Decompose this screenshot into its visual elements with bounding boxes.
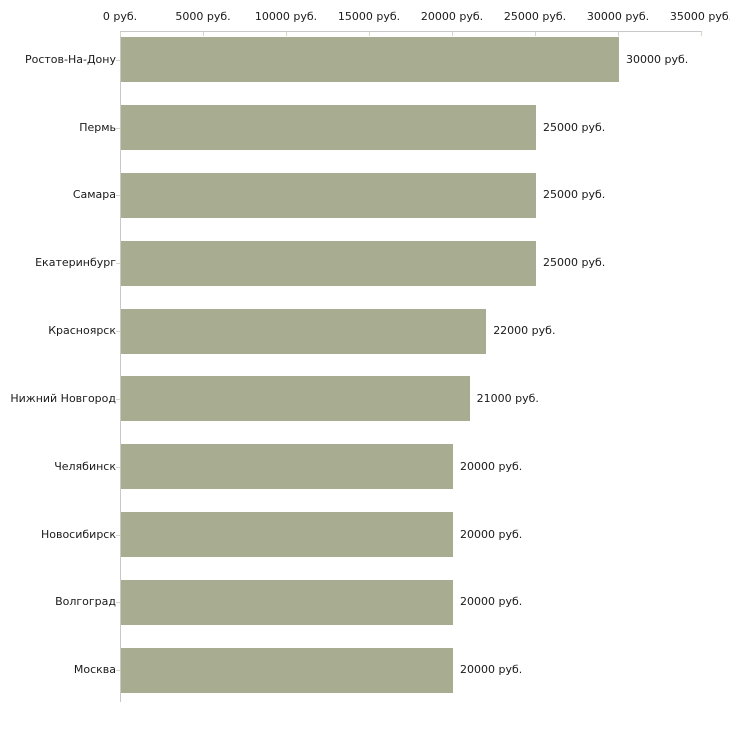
y-axis-tick: [116, 398, 120, 400]
bar-value-label: 20000 руб.: [460, 459, 523, 473]
category-label: Новосибирск: [40, 527, 116, 541]
category-label: Красноярск: [48, 324, 116, 338]
y-axis-tick: [116, 534, 120, 536]
bar-value-label: 25000 руб.: [543, 120, 606, 134]
bar-value-label: 20000 руб.: [460, 595, 523, 609]
bar: [121, 647, 453, 693]
x-axis-tick-label: 30000 руб.: [586, 10, 650, 23]
y-axis-tick: [116, 59, 120, 61]
x-axis-tick: [286, 32, 287, 36]
bar: [121, 444, 453, 490]
category-label: Москва: [73, 663, 116, 677]
x-axis-tick: [701, 32, 702, 36]
bar: [121, 512, 453, 558]
bar-value-label: 20000 руб.: [460, 527, 523, 541]
x-axis-tick-label: 20000 руб.: [420, 10, 484, 23]
category-label: Самара: [72, 188, 116, 202]
x-axis-tick: [203, 32, 204, 36]
x-axis-tick-label: 10000 руб.: [254, 10, 318, 23]
x-axis-line: [120, 31, 702, 32]
bar: [121, 172, 536, 218]
bar: [121, 376, 470, 422]
bar-value-label: 22000 руб.: [493, 324, 556, 338]
bar-value-label: 20000 руб.: [460, 663, 523, 677]
y-axis-tick: [116, 195, 120, 197]
bar-value-label: 25000 руб.: [543, 188, 606, 202]
bar: [121, 37, 619, 83]
x-axis-tick-label: 15000 руб.: [337, 10, 401, 23]
y-axis-tick: [116, 127, 120, 129]
x-axis-tick: [369, 32, 370, 36]
bar: [121, 240, 536, 286]
bar-value-label: 30000 руб.: [626, 52, 689, 66]
category-label: Челябинск: [54, 459, 116, 473]
y-axis-tick: [116, 331, 120, 333]
bar: [121, 579, 453, 625]
bar: [121, 308, 487, 354]
category-label: Пермь: [79, 120, 116, 134]
x-axis-tick: [618, 32, 619, 36]
category-label: Нижний Новгород: [10, 391, 116, 405]
x-axis-tick: [120, 32, 121, 36]
y-axis-tick: [116, 602, 120, 604]
category-label: Волгоград: [55, 595, 116, 609]
x-axis-tick-label: 35000 руб.: [669, 10, 730, 23]
y-axis-tick: [116, 263, 120, 265]
x-axis-tick-label: 0 руб.: [102, 10, 138, 23]
x-axis-tick: [535, 32, 536, 36]
y-axis-line: [120, 31, 121, 702]
y-axis-tick: [116, 670, 120, 672]
category-label: Екатеринбург: [35, 256, 116, 270]
y-axis-tick: [116, 466, 120, 468]
category-label: Ростов-На-Дону: [24, 52, 116, 66]
bar: [121, 105, 536, 151]
x-axis-tick: [452, 32, 453, 36]
bar-value-label: 21000 руб.: [476, 391, 539, 405]
x-axis-tick-label: 5000 руб.: [175, 10, 231, 23]
bar-value-label: 25000 руб.: [543, 256, 606, 270]
x-axis-tick-label: 25000 руб.: [503, 10, 567, 23]
